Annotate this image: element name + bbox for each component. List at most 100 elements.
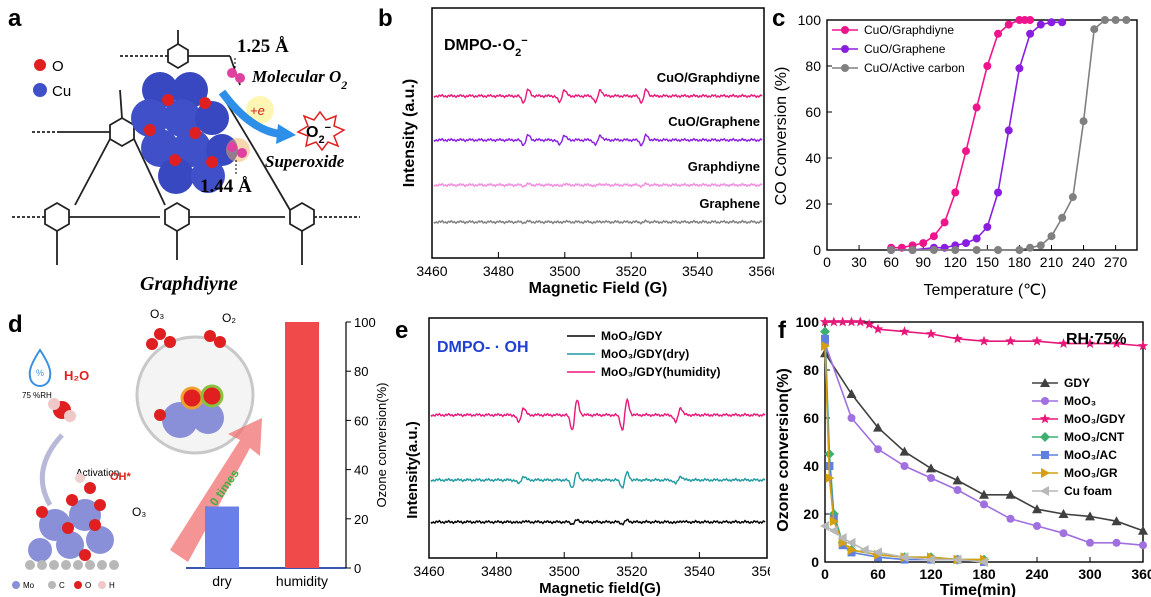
- ozone-atom: [154, 328, 166, 340]
- y-tick-label: 20: [803, 506, 819, 522]
- h-atom: [48, 398, 60, 410]
- data-point: [863, 318, 875, 329]
- data-point: [972, 234, 981, 243]
- data-point: [1084, 338, 1096, 348]
- epr-trace: [433, 219, 763, 225]
- data-point: [929, 232, 938, 241]
- data-point: [972, 103, 981, 112]
- x-tick-label: 3520: [616, 263, 647, 279]
- data-point: [951, 246, 960, 254]
- y-tick-label: 60: [805, 104, 821, 120]
- data-point: [926, 463, 936, 473]
- legend-label: Cu foam: [1064, 484, 1112, 498]
- panel-e: e DMPO- · OH MoO₃/GDYMoO₃/GDY(dry)MoO₃/G…: [395, 317, 770, 597]
- x-tick-label: 240: [1025, 566, 1049, 582]
- data-point: [1112, 538, 1121, 547]
- panel-b-xlabel: Magnetic Field (G): [529, 280, 668, 297]
- legend-label: MoO₃/GR: [1064, 466, 1118, 480]
- reaction-arrow-icon: [218, 89, 281, 138]
- legend-marker: [1040, 486, 1049, 496]
- y-tick-label: 20: [805, 196, 821, 212]
- x-tick-label: 3500: [549, 263, 580, 279]
- data-point: [1026, 243, 1035, 252]
- panel-e-title: DMPO- · OH: [437, 339, 529, 356]
- panel-e-xticks: 3460 3480 3500 3520 3540 3560: [413, 552, 770, 579]
- legend-label: CuO/Graphdiyne: [864, 23, 954, 37]
- data-point: [952, 333, 963, 344]
- data-point: [978, 335, 990, 346]
- panel-f-ylabel: Ozone conversion(%): [775, 368, 792, 532]
- data-point: [940, 218, 949, 227]
- data-point: [972, 246, 981, 254]
- x-tick-label: 3560: [748, 263, 774, 279]
- y-tick-label: 40: [354, 463, 368, 478]
- data-point: [1058, 213, 1067, 222]
- reaction-arrow-head-icon: [276, 124, 296, 144]
- panel-f-chart: 0 60 120 180 240 300 360 0 20 40 60 80 100 GDY MoO₃ MoO…: [796, 314, 1151, 582]
- data-point: [855, 316, 866, 327]
- legend-label: GDY: [1064, 376, 1090, 390]
- data-point: [872, 323, 884, 334]
- data-point: [1005, 489, 1016, 499]
- data-point: [820, 521, 829, 531]
- panel-e-xlabel: Magnetic field(G): [539, 580, 661, 597]
- panel-e-traces: [430, 397, 766, 526]
- graphdiyne-label: Graphdiyne: [140, 273, 238, 295]
- y-tick-label: 0: [813, 242, 821, 258]
- x-tick-label: 360: [1131, 566, 1151, 582]
- panel-d-ylabel: Ozone conversion(%): [374, 383, 389, 508]
- legend-cu-label: Cu: [52, 83, 71, 100]
- data-point: [919, 239, 928, 248]
- carbon-substrate: [25, 560, 119, 570]
- y-tick-label: 100: [798, 12, 822, 28]
- data-point: [961, 147, 970, 156]
- x-tick-label: 150: [976, 254, 1000, 270]
- data-point: [927, 474, 935, 482]
- enhancement-arrow-icon: [170, 418, 262, 562]
- data-point: [1036, 241, 1045, 250]
- legend-marker: [841, 26, 849, 34]
- mo-cluster: [28, 473, 114, 562]
- zoom-mo-atom: [162, 402, 198, 438]
- data-point: [838, 537, 848, 548]
- x-tick-label: 3460: [416, 263, 447, 279]
- trace-label: CuO/Graphene: [668, 114, 760, 129]
- panel-b-title: DMPO-·O2−: [444, 35, 528, 59]
- panel-e-letter: e: [395, 317, 408, 344]
- data-point: [873, 422, 883, 432]
- epr-trace: [430, 470, 766, 489]
- panel-e-legend: MoO₃/GDY MoO₃/GDY(dry) MoO₃/GDY(humidity): [567, 329, 721, 379]
- cuo-cluster: [131, 72, 238, 194]
- x-tick-label: 0: [821, 566, 829, 582]
- x-tick-label: 3540: [684, 563, 715, 579]
- ozone-atom: [146, 338, 158, 350]
- data-point: [983, 223, 992, 231]
- legend-marker: [1040, 432, 1050, 442]
- legend-o-label: O: [52, 58, 64, 75]
- data-point: [847, 414, 856, 422]
- data-point: [1068, 193, 1077, 202]
- data-point: [1032, 504, 1042, 514]
- activation-arrow-icon: [39, 433, 64, 507]
- ozone-atom: [164, 336, 176, 348]
- data-point: [899, 446, 910, 456]
- panel-f-letter: f: [778, 317, 787, 344]
- x-tick-label: 240: [1072, 254, 1096, 270]
- y-tick-label: 40: [805, 150, 821, 166]
- data-point: [983, 62, 992, 70]
- cu-atom-legend-icon: [33, 83, 47, 97]
- data-point: [1015, 64, 1024, 73]
- zoom-o-atom: [154, 409, 166, 421]
- panel-b: b DMPO-·O2− CuO/Graphdiyne CuO/Graphene Gr…: [378, 5, 774, 297]
- data-point: [929, 246, 938, 254]
- data-point: [1058, 18, 1067, 27]
- data-point: [1138, 525, 1148, 535]
- data-point: [951, 188, 960, 197]
- data-point: [837, 533, 847, 543]
- data-point: [821, 334, 829, 343]
- zoom-o-atom: [200, 384, 224, 408]
- trace-label: Graphene: [699, 196, 760, 211]
- x-tick-label: 3540: [682, 263, 713, 279]
- data-point: [1031, 335, 1043, 346]
- panel-e-frame: [428, 317, 768, 559]
